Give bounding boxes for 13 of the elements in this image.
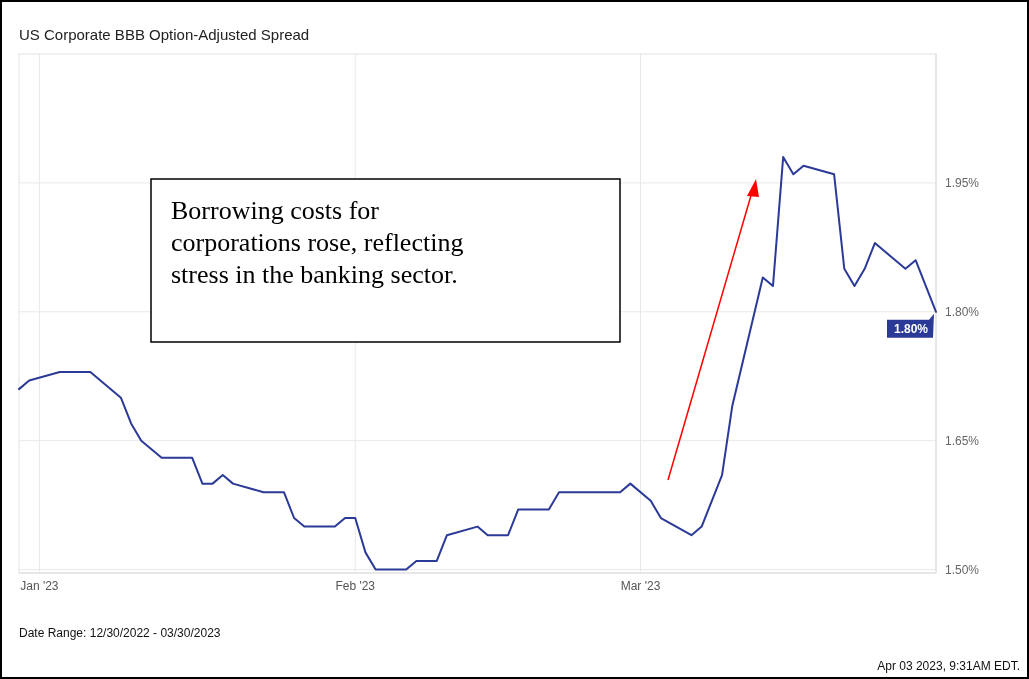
x-tick-label: Jan '23 bbox=[20, 579, 59, 593]
y-tick-label: 1.80% bbox=[945, 304, 980, 319]
annotation: Borrowing costs for corporations rose, reflecting stress in the banking sector. bbox=[171, 196, 464, 289]
chart-title: US Corporate BBB Option-Adjusted Spread bbox=[19, 26, 310, 43]
data-label: 1.80% bbox=[893, 322, 929, 337]
x-tick-label: Mar '23 bbox=[620, 579, 661, 593]
text: Apr 03 2023, 9:31AM EDT. bbox=[877, 659, 1020, 673]
y-tick-label: 1.50% bbox=[945, 562, 980, 577]
y-tick-label: 1.95% bbox=[945, 175, 980, 190]
text-box: Borrowing costs for corporations rose, reflecting stress in the banking sector. bbox=[150, 178, 621, 343]
x-tick-label: Feb '23 bbox=[335, 579, 376, 593]
y-tick-label: 1.65% bbox=[945, 433, 980, 448]
text: Date Range: 12/30/2022 - 03/30/2023 bbox=[19, 626, 221, 640]
